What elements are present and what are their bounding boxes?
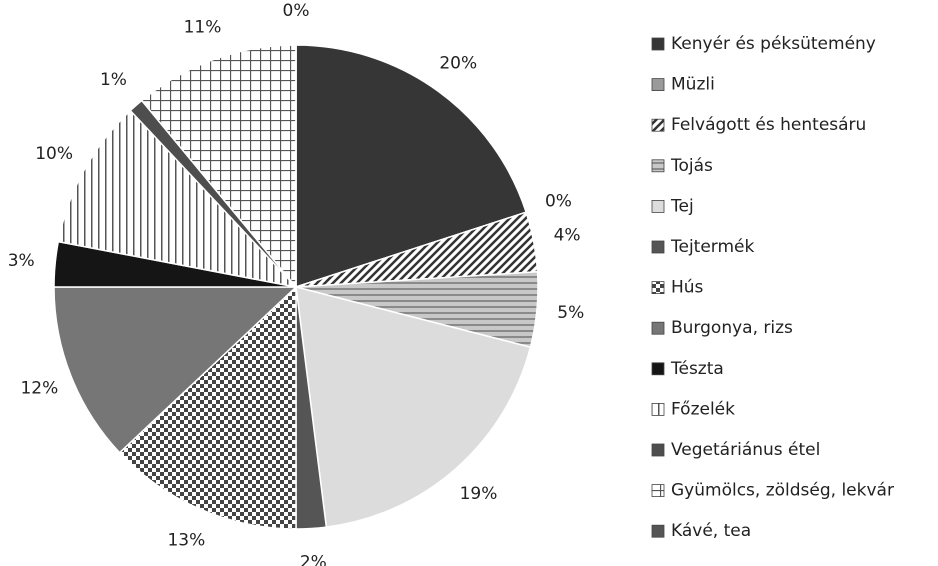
legend-swatch <box>651 199 665 213</box>
legend-label: Müzli <box>671 75 715 95</box>
data-label: 10% <box>35 144 73 164</box>
legend-swatch <box>651 524 665 538</box>
data-label: 11% <box>184 17 222 37</box>
legend-label: Tej <box>670 196 694 216</box>
legend-label: Tojás <box>670 156 713 176</box>
pie-slice <box>295 285 532 528</box>
legend-swatch <box>651 443 665 457</box>
pie-slice <box>53 286 298 454</box>
legend-swatch <box>651 37 665 51</box>
pie-slice <box>57 109 299 289</box>
data-label: 4% <box>554 225 581 245</box>
legend-swatch <box>651 321 665 335</box>
legend-swatch <box>651 240 665 254</box>
legend-swatch <box>651 484 665 498</box>
data-label: 2% <box>300 552 327 566</box>
data-label: 5% <box>557 303 584 323</box>
data-label: 19% <box>460 484 498 504</box>
pie-slice <box>295 44 528 289</box>
data-label: 1% <box>100 70 127 90</box>
legend-label: Hús <box>671 278 704 298</box>
legend-label: Felvágott és hentesáru <box>671 115 866 135</box>
data-label: 3% <box>8 251 35 271</box>
legend-swatch <box>651 159 665 173</box>
legend-label: Tejtermék <box>670 237 755 257</box>
legend-label: Gyümölcs, zöldség, lekvár <box>671 481 894 501</box>
legend-swatch <box>651 362 665 376</box>
pie-slice <box>140 44 297 290</box>
data-label: 20% <box>439 54 477 74</box>
legend-label: Vegetáriánus étel <box>671 440 820 460</box>
data-label: 13% <box>167 530 205 550</box>
data-label: 0% <box>545 192 572 212</box>
legend-swatch <box>651 118 665 132</box>
legend-label: Kávé, tea <box>671 521 751 541</box>
legend-label: Burgonya, rizs <box>671 318 793 338</box>
legend-label: Főzelék <box>671 399 735 419</box>
pie-slice <box>118 285 297 530</box>
legend-swatch <box>651 281 665 295</box>
legend-label: Tészta <box>670 359 724 379</box>
legend-swatch <box>651 402 665 416</box>
legend-label: Kenyér és péksütemény <box>671 34 876 54</box>
data-label: 0% <box>283 1 310 21</box>
data-label: 12% <box>20 379 58 399</box>
legend-swatch <box>651 78 665 91</box>
